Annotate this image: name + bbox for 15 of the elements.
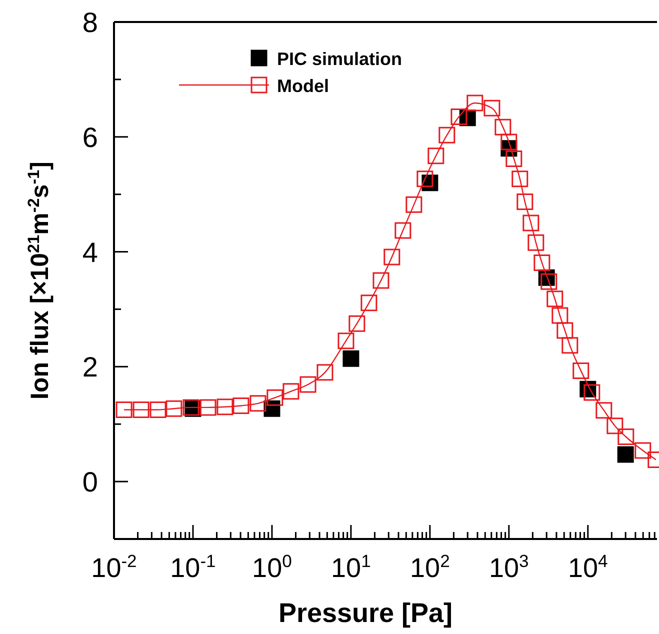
legend-label: PIC simulation	[277, 49, 402, 69]
x-tick-label: 10$^{-1}$	[170, 551, 216, 583]
x-tick-label: 10$^{-2}$	[91, 551, 137, 583]
x-axis-title: Pressure [Pa]	[278, 598, 453, 628]
y-tick-label: 6	[82, 122, 98, 153]
y-tick-label: 0	[82, 466, 98, 498]
legend-label: Model	[277, 76, 329, 96]
x-tick-label: 10$^{2}$	[410, 551, 450, 583]
x-tick-label: 10$^{3}$	[489, 551, 529, 583]
y-tick-label: 8	[82, 7, 98, 38]
y-tick-label: 4	[82, 236, 98, 268]
x-tick-label: 10$^{4}$	[568, 551, 608, 583]
x-tick-label: 10$^{0}$	[252, 551, 292, 583]
x-tick-label: 10$^{1}$	[331, 551, 371, 583]
y-tick-label: 2	[82, 352, 98, 383]
